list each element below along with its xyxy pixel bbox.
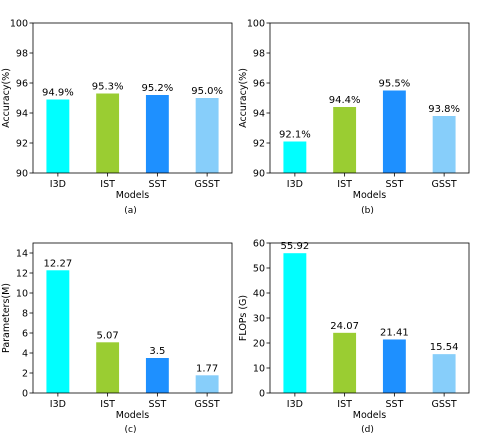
x-tick-label: GSST bbox=[432, 179, 457, 190]
value-label: 94.9% bbox=[42, 88, 74, 99]
bar-ist bbox=[96, 342, 120, 393]
y-tick-label: 20 bbox=[253, 339, 265, 350]
y-tick-label: 0 bbox=[259, 389, 265, 400]
x-tick-label: IST bbox=[337, 399, 352, 410]
bar-gsst bbox=[432, 116, 456, 173]
x-tick-label: I3D bbox=[50, 179, 66, 190]
value-label: 24.07 bbox=[330, 321, 359, 332]
value-label: 3.5 bbox=[149, 346, 165, 357]
x-tick-label: IST bbox=[100, 179, 115, 190]
x-tick-label: I3D bbox=[50, 399, 66, 410]
bar-i3d bbox=[46, 270, 70, 393]
bar-i3d bbox=[46, 99, 70, 173]
chart-panel-3: 55.92 I3D 24.07 IST 21.41 SST 15.54 GSST 0 10 20 30… bbox=[238, 239, 470, 435]
y-tick-label: 90 bbox=[16, 169, 28, 180]
value-label: 1.77 bbox=[196, 363, 218, 374]
subfigure-caption: (c) bbox=[125, 425, 137, 435]
bar-sst bbox=[382, 90, 406, 173]
x-tick-label: I3D bbox=[287, 179, 303, 190]
x-tick-label: IST bbox=[100, 399, 115, 410]
value-label: 55.92 bbox=[281, 241, 310, 252]
y-tick-label: 60 bbox=[253, 239, 265, 250]
plot-frame bbox=[32, 22, 233, 174]
bar-sst bbox=[145, 358, 169, 393]
value-label: 95.3% bbox=[92, 82, 124, 93]
value-label: 12.27 bbox=[44, 258, 73, 269]
chart-panel-1: 92.1% I3D 94.4% IST 95.5% SST 93.8% GSST 90 92 94 9… bbox=[238, 19, 470, 216]
y-tick-label: 96 bbox=[16, 79, 28, 90]
x-tick-label: GSST bbox=[195, 399, 220, 410]
y-tick-label: 12 bbox=[16, 269, 28, 280]
subfigure-caption: (b) bbox=[361, 206, 374, 216]
bar-i3d bbox=[283, 253, 307, 393]
y-tick-label: 98 bbox=[16, 49, 28, 60]
bar-gsst bbox=[432, 354, 456, 393]
y-tick-label: 94 bbox=[16, 109, 28, 120]
x-axis-label: Models bbox=[116, 190, 150, 201]
plot-frame bbox=[269, 242, 470, 394]
y-axis-label: FLOPs (G) bbox=[238, 295, 249, 341]
x-axis-label: Models bbox=[116, 410, 150, 421]
subfigure-caption: (a) bbox=[124, 206, 137, 216]
bar-sst bbox=[382, 339, 406, 393]
y-tick-label: 2 bbox=[22, 369, 28, 380]
y-tick-label: 96 bbox=[253, 79, 265, 90]
y-tick-label: 10 bbox=[253, 364, 265, 375]
value-label: 93.8% bbox=[428, 104, 460, 115]
y-tick-label: 92 bbox=[16, 139, 28, 150]
x-tick-label: GSST bbox=[432, 399, 457, 410]
value-label: 94.4% bbox=[329, 95, 361, 106]
y-tick-label: 0 bbox=[22, 389, 28, 400]
y-tick-label: 4 bbox=[22, 349, 28, 360]
y-tick-label: 10 bbox=[16, 289, 28, 300]
bar-ist bbox=[333, 107, 357, 173]
bar-i3d bbox=[283, 141, 307, 173]
y-tick-label: 100 bbox=[10, 19, 28, 30]
y-tick-label: 94 bbox=[253, 109, 265, 120]
value-label: 21.41 bbox=[380, 327, 409, 338]
x-tick-label: I3D bbox=[287, 399, 303, 410]
y-tick-label: 8 bbox=[22, 309, 28, 320]
y-tick-label: 6 bbox=[22, 329, 28, 340]
value-label: 95.0% bbox=[191, 86, 223, 97]
subfigure-caption: (d) bbox=[361, 425, 374, 435]
value-label: 15.54 bbox=[430, 342, 459, 353]
y-tick-label: 92 bbox=[253, 139, 265, 150]
value-label: 95.5% bbox=[378, 79, 410, 90]
bar-ist bbox=[96, 93, 120, 173]
y-tick-label: 30 bbox=[253, 314, 265, 325]
x-axis-label: Models bbox=[353, 190, 387, 201]
plot-frame bbox=[269, 22, 470, 174]
y-tick-label: 50 bbox=[253, 264, 265, 275]
y-tick-label: 14 bbox=[16, 249, 28, 260]
bar-ist bbox=[333, 332, 357, 393]
y-tick-label: 98 bbox=[253, 49, 265, 60]
x-tick-label: GSST bbox=[195, 179, 220, 190]
y-tick-label: 100 bbox=[247, 19, 265, 30]
x-tick-label: SST bbox=[385, 179, 403, 190]
plot-frame bbox=[32, 242, 233, 394]
bar-gsst bbox=[195, 375, 219, 393]
value-label: 92.1% bbox=[279, 130, 311, 141]
y-axis-label: Accuracy(%) bbox=[1, 68, 12, 128]
y-tick-label: 40 bbox=[253, 289, 265, 300]
y-tick-label: 90 bbox=[253, 169, 265, 180]
x-axis-label: Models bbox=[353, 410, 387, 421]
x-tick-label: SST bbox=[385, 399, 403, 410]
chart-panel-2: 12.27 I3D 5.07 IST 3.5 SST 1.77 GSST 0 2 4 6 8 10 12 14… bbox=[1, 242, 233, 435]
x-tick-label: IST bbox=[337, 179, 352, 190]
x-tick-label: SST bbox=[148, 399, 166, 410]
chart-panel-0: 94.9% I3D 95.3% IST 95.2% SST 95.0% GSST 90 92 94 9… bbox=[1, 19, 233, 216]
y-axis-label: Accuracy(%) bbox=[238, 68, 249, 128]
value-label: 5.07 bbox=[96, 330, 118, 341]
value-label: 95.2% bbox=[141, 83, 173, 94]
x-tick-label: SST bbox=[148, 179, 166, 190]
y-axis-label: Parameters(M) bbox=[1, 283, 12, 353]
bar-gsst bbox=[195, 98, 219, 173]
bar-sst bbox=[145, 95, 169, 173]
